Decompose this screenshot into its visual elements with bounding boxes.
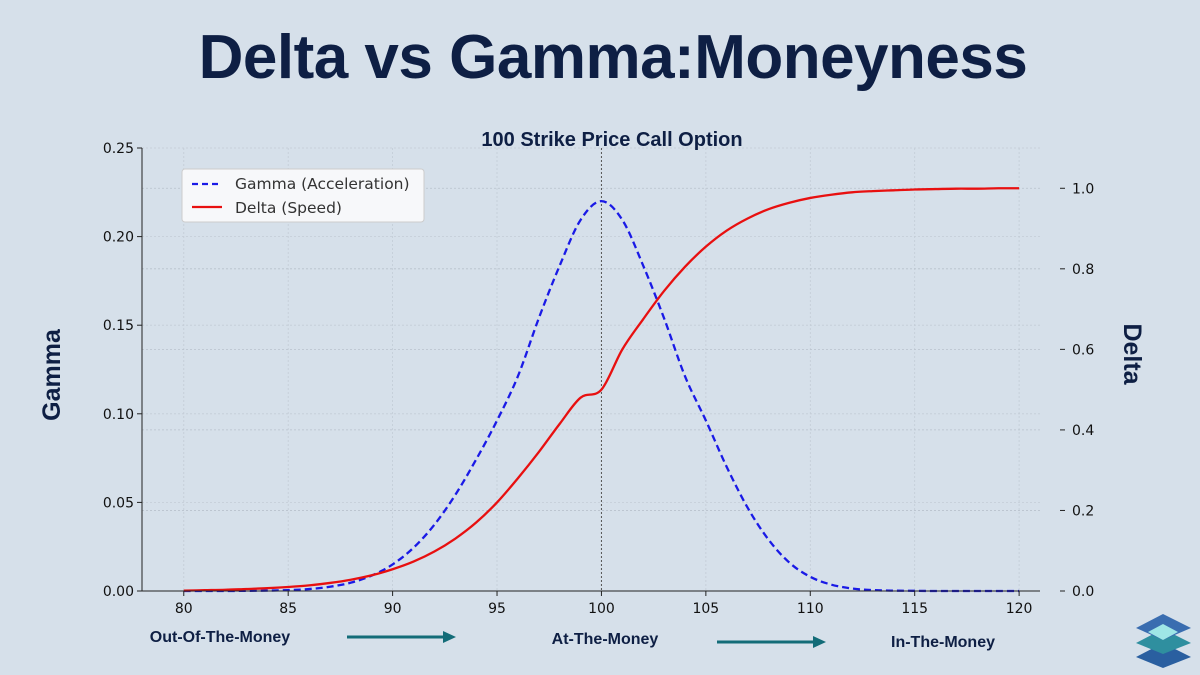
itm-label: In-The-Money (891, 634, 995, 651)
stacked-layers-logo-icon (1136, 614, 1191, 668)
atm-label: At-The-Money (552, 631, 659, 648)
y-left-axis-title: Gamma (38, 328, 66, 421)
arrow-right-icon (347, 631, 456, 643)
arrow-right-icon (717, 636, 826, 648)
y-right-tick-label: 0.8 (1072, 262, 1094, 278)
x-tick-label: 95 (488, 601, 506, 617)
page-title: Delta vs Gamma:Moneyness (198, 23, 1028, 92)
y-left-tick-label: 0.25 (103, 141, 134, 157)
y-left-ticks: 0.00 0.05 0.10 0.15 0.20 0.25 (103, 141, 142, 600)
x-tick-label: 110 (797, 601, 824, 617)
x-tick-label: 100 (588, 601, 615, 617)
y-left-tick-label: 0.00 (103, 584, 134, 600)
y-left-tick-label: 0.20 (103, 230, 134, 246)
x-ticks: 80 85 90 95 100 105 110 115 120 (175, 591, 1033, 617)
x-tick-label: 80 (175, 601, 193, 617)
x-tick-label: 105 (692, 601, 719, 617)
series-layer (183, 187, 1020, 593)
chart-title: 100 Strike Price Call Option (481, 129, 742, 151)
y-right-tick-label: 0.4 (1072, 423, 1094, 439)
delta-series-line (183, 187, 1020, 592)
x-tick-label: 85 (279, 601, 297, 617)
y-right-tick-label: 0.2 (1072, 503, 1094, 519)
y-left-tick-label: 0.05 (103, 495, 134, 511)
gamma-series-line (183, 200, 1020, 593)
y-left-tick-label: 0.15 (103, 318, 134, 334)
legend-box (181, 168, 425, 223)
otm-label: Out-Of-The-Money (150, 629, 291, 646)
y-right-tick-label: 1.0 (1072, 181, 1094, 197)
y-left-tick-label: 0.10 (103, 407, 134, 423)
y-right-tick-label: 0.0 (1072, 584, 1094, 600)
y-right-tick-label: 0.6 (1072, 342, 1094, 358)
legend-label-delta: Delta (Speed) (235, 199, 342, 217)
legend-label-gamma: Gamma (Acceleration) (235, 175, 410, 193)
x-tick-label: 120 (1006, 601, 1033, 617)
x-tick-label: 90 (384, 601, 402, 617)
legend: Gamma (Acceleration) Delta (Speed) (181, 168, 425, 223)
y-right-ticks: 0.0 0.2 0.4 0.6 0.8 1.0 (1060, 181, 1094, 600)
y-right-axis-title: Delta (1118, 323, 1146, 385)
x-tick-label: 115 (901, 601, 928, 617)
